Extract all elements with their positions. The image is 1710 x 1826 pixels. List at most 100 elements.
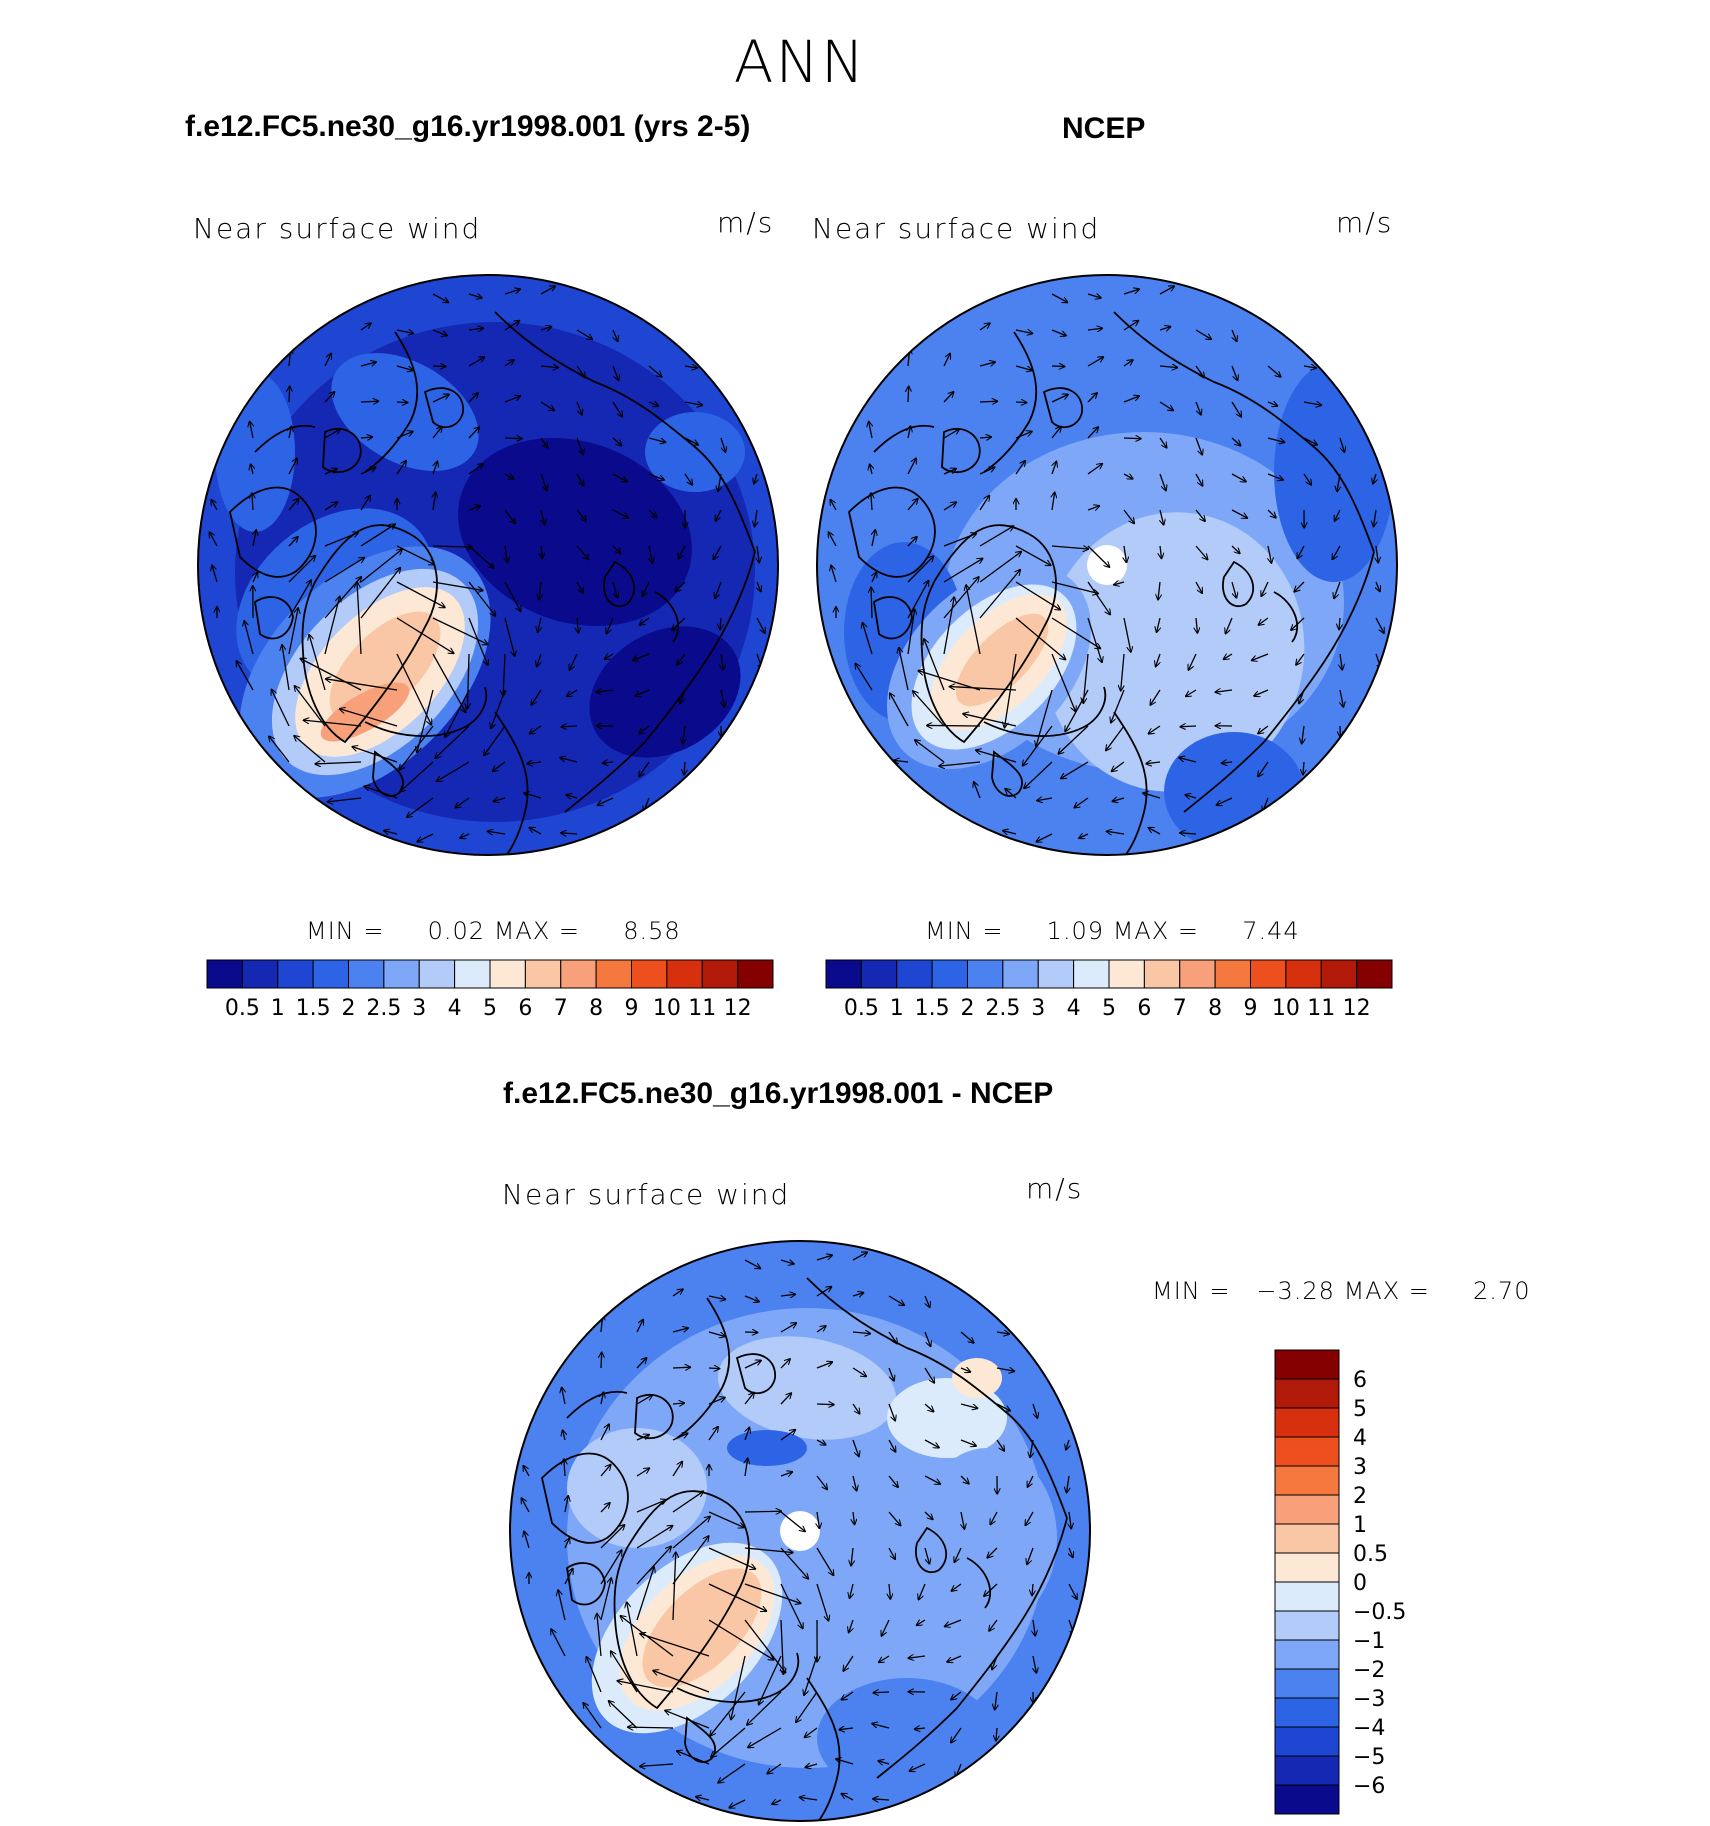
wind-vector bbox=[949, 687, 1017, 691]
wind-vector bbox=[1267, 437, 1285, 442]
wind-vector bbox=[1231, 545, 1240, 554]
wind-vector bbox=[601, 1392, 603, 1405]
map-boundary bbox=[816, 274, 1398, 856]
wind-vector bbox=[288, 537, 298, 547]
wind-vector bbox=[636, 1435, 649, 1441]
wind-vector bbox=[672, 1461, 682, 1477]
wind-vector bbox=[924, 1475, 940, 1484]
wind-vector bbox=[360, 362, 376, 367]
wind-vector bbox=[853, 1511, 855, 1525]
min-value: −3.28 bbox=[1256, 1277, 1335, 1305]
wind-vector bbox=[540, 401, 554, 411]
coastline bbox=[983, 331, 1038, 473]
wind-vector bbox=[720, 437, 726, 452]
wind-vector bbox=[1303, 437, 1317, 445]
wind-vector bbox=[672, 1289, 683, 1297]
wind-vector bbox=[1223, 653, 1233, 659]
colorbar-swatch bbox=[1274, 1552, 1340, 1583]
field-contour bbox=[727, 1430, 807, 1466]
wind-vector bbox=[816, 1326, 826, 1333]
colorbar-tick-label: −1 bbox=[1353, 1629, 1385, 1654]
wind-vector bbox=[600, 1424, 609, 1441]
wind-vector bbox=[715, 581, 722, 599]
colorbar-swatch bbox=[1274, 1523, 1340, 1554]
wind-vector bbox=[836, 1759, 854, 1765]
wind-vector bbox=[1106, 831, 1125, 834]
wind-vector bbox=[888, 1475, 898, 1487]
wind-vector bbox=[1121, 653, 1125, 691]
wind-vector bbox=[943, 558, 983, 583]
wind-vector bbox=[468, 393, 478, 403]
panel-title-ncep: NCEP bbox=[1062, 112, 1146, 145]
wind-vector bbox=[1112, 798, 1125, 801]
coastline bbox=[494, 711, 529, 855]
wind-vector bbox=[468, 294, 482, 298]
wind-vector bbox=[636, 1468, 650, 1477]
colorbar-swatch bbox=[1179, 959, 1216, 989]
wind-vector bbox=[780, 1393, 791, 1405]
wind-vector bbox=[357, 582, 362, 655]
wind-vector bbox=[1024, 761, 1053, 788]
colorbar-tick-label: 8 bbox=[1208, 996, 1222, 1021]
wind-vector bbox=[907, 609, 915, 655]
wind-vector bbox=[432, 426, 442, 439]
wind-vector bbox=[1196, 617, 1197, 633]
wind-vector bbox=[1087, 357, 1103, 367]
wind-vector bbox=[672, 1367, 691, 1368]
wind-vector bbox=[979, 437, 991, 438]
wind-vector bbox=[852, 1439, 859, 1457]
wind-vector bbox=[1302, 725, 1304, 744]
colorbar-swatch bbox=[524, 959, 562, 989]
units-label-ncep: m/s bbox=[1336, 206, 1394, 239]
colorbar-tick-label: 5 bbox=[1353, 1397, 1367, 1422]
wind-vector bbox=[432, 394, 449, 403]
wind-vector bbox=[1069, 1547, 1073, 1558]
wind-vector bbox=[872, 1724, 890, 1729]
wind-vector bbox=[648, 365, 662, 377]
wind-vectors bbox=[209, 286, 765, 842]
variable-label-ncep: Near surface wind bbox=[812, 212, 1101, 245]
colorbar-swatch bbox=[1320, 959, 1358, 989]
colorbar-swatch bbox=[454, 959, 491, 989]
wind-vector bbox=[888, 1367, 894, 1381]
wind-vector bbox=[567, 689, 578, 696]
wind-vector bbox=[1065, 689, 1089, 732]
wind-vector bbox=[504, 581, 521, 611]
wind-vector bbox=[253, 572, 257, 583]
wind-vector bbox=[653, 1670, 710, 1693]
wind-vector bbox=[1087, 581, 1110, 615]
wind-vector bbox=[796, 1691, 818, 1722]
wind-vector bbox=[870, 464, 872, 475]
wind-vector bbox=[1074, 797, 1089, 808]
wind-vector bbox=[1339, 437, 1345, 452]
wind-vector bbox=[468, 328, 483, 330]
wind-vector bbox=[289, 426, 291, 439]
wind-vector bbox=[684, 473, 692, 485]
wind-vector bbox=[1159, 327, 1171, 330]
wind-vector bbox=[805, 1764, 818, 1767]
wind-vector bbox=[324, 533, 358, 547]
wind-vector bbox=[505, 545, 507, 563]
wind-vector bbox=[943, 353, 950, 367]
colorbar-swatch bbox=[1250, 959, 1287, 989]
wind-vector bbox=[684, 366, 697, 368]
coastline bbox=[991, 750, 1024, 797]
wind-vector bbox=[907, 458, 916, 475]
wind-vector bbox=[907, 556, 934, 583]
wind-vector bbox=[1123, 396, 1139, 403]
wind-vector bbox=[851, 1547, 853, 1566]
variable-label-model: Near surface wind bbox=[193, 212, 482, 245]
colorbar-swatch bbox=[1274, 1726, 1340, 1757]
wind-vector bbox=[852, 1252, 867, 1261]
wind-vector bbox=[455, 797, 470, 808]
wind-vector bbox=[672, 1491, 703, 1513]
wind-vector bbox=[843, 1655, 854, 1671]
wind-vector bbox=[744, 1259, 761, 1268]
colorbar-tick-label: 5 bbox=[483, 996, 497, 1021]
wind-vector bbox=[879, 1655, 890, 1662]
wind-vector bbox=[780, 1323, 796, 1333]
wind-vector bbox=[468, 506, 480, 510]
wind-vector bbox=[1159, 286, 1174, 295]
wind-vector bbox=[504, 474, 514, 479]
wind-vector bbox=[529, 725, 542, 734]
